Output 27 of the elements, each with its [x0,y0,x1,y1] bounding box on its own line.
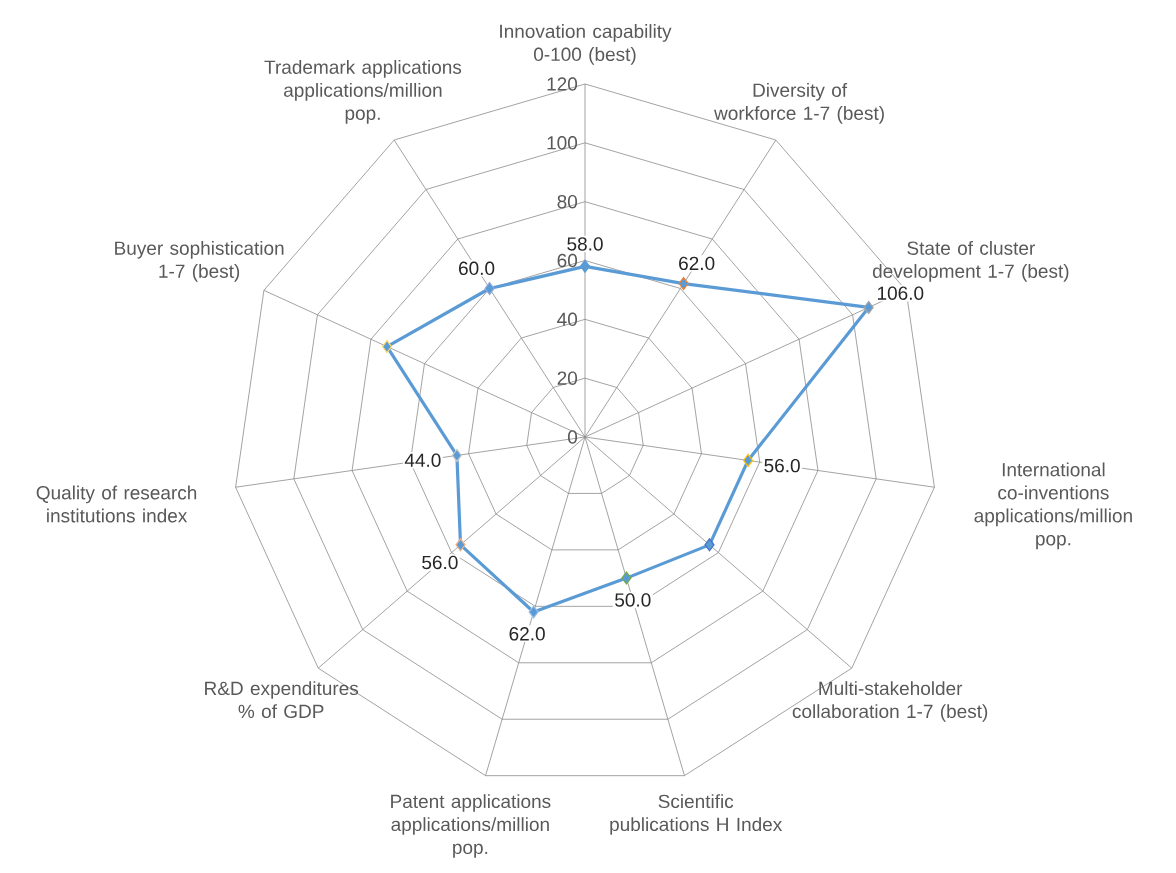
spoke-label: Buyer sophistication 1-7 (best) [115,240,284,282]
spoke-label: R&D expenditures % of GDP [205,681,359,719]
spoke-label: State of cluster development 1-7 (best) [872,240,1069,282]
spoke-label: Patent applications applications/million pop. [391,794,551,858]
y-tick-label: 20 [557,371,578,385]
spoke-label: Diversity of workforce 1-7 (best) [714,82,884,124]
spoke-label: Quality of research institutions index [36,485,197,523]
spoke-label: Scientific publications H Index [610,794,783,835]
y-tick-label: 100 [547,136,578,150]
data-label: 56.0 [764,458,800,473]
y-tick-label: 120 [547,77,578,91]
spoke-label: Innovation capability 0-100 (best) [500,24,672,65]
spoke-label: Multi-stakeholder collaboration 1-7 (best) [792,681,988,722]
y-tick-label: 60 [557,253,578,268]
data-label: 62.0 [679,256,715,271]
data-label: 62.0 [509,627,545,641]
data-label: 50.0 [615,593,651,607]
data-label: 58.0 [567,237,603,251]
spoke-label: Trademark applications applications/million pop. [264,59,462,124]
data-label: 44.0 [404,453,441,467]
spoke-label: International co-inventions applications/million pop. [974,462,1132,550]
data-label: 60.0 [459,261,495,276]
y-tick-label: 40 [557,312,578,327]
y-tick-label: 80 [557,194,578,209]
y-tick-label: 0 [567,430,578,444]
data-label: 106.0 [877,286,924,300]
data-label: 56.0 [422,555,458,570]
